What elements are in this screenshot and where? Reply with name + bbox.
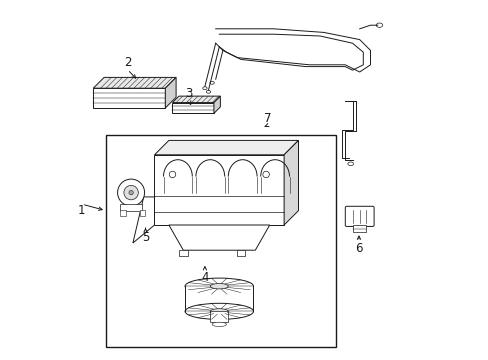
Bar	[120, 210, 126, 216]
Polygon shape	[133, 197, 154, 243]
Bar	[236, 250, 244, 256]
Ellipse shape	[206, 90, 210, 93]
Bar	[154, 155, 284, 225]
Text: 4: 4	[201, 271, 208, 284]
Bar	[210, 311, 228, 322]
Ellipse shape	[347, 162, 353, 166]
Polygon shape	[154, 140, 298, 155]
Polygon shape	[168, 225, 269, 250]
Text: 3: 3	[184, 87, 192, 100]
Polygon shape	[213, 96, 220, 113]
Ellipse shape	[169, 171, 175, 178]
Text: 5: 5	[142, 231, 149, 244]
Bar	[179, 250, 187, 256]
Polygon shape	[172, 96, 220, 103]
Bar	[93, 88, 165, 108]
Text: 6: 6	[354, 242, 362, 255]
Ellipse shape	[210, 284, 228, 289]
Ellipse shape	[185, 278, 253, 294]
Text: 1: 1	[78, 204, 85, 217]
Ellipse shape	[212, 322, 226, 327]
Bar	[172, 103, 213, 113]
Polygon shape	[284, 140, 298, 225]
Polygon shape	[165, 77, 176, 108]
Ellipse shape	[129, 190, 133, 195]
Polygon shape	[93, 77, 176, 88]
Text: 2: 2	[123, 57, 131, 69]
Bar	[185, 286, 253, 311]
Ellipse shape	[263, 171, 269, 178]
Ellipse shape	[185, 303, 253, 320]
Bar	[120, 204, 142, 211]
Ellipse shape	[209, 81, 214, 84]
Ellipse shape	[117, 179, 144, 206]
Bar	[106, 135, 336, 347]
Bar	[352, 225, 366, 232]
Ellipse shape	[375, 23, 382, 27]
Ellipse shape	[210, 309, 228, 314]
Ellipse shape	[203, 87, 206, 90]
Text: 7: 7	[264, 112, 271, 125]
FancyBboxPatch shape	[345, 206, 373, 226]
Ellipse shape	[123, 185, 138, 200]
Bar	[140, 210, 145, 216]
